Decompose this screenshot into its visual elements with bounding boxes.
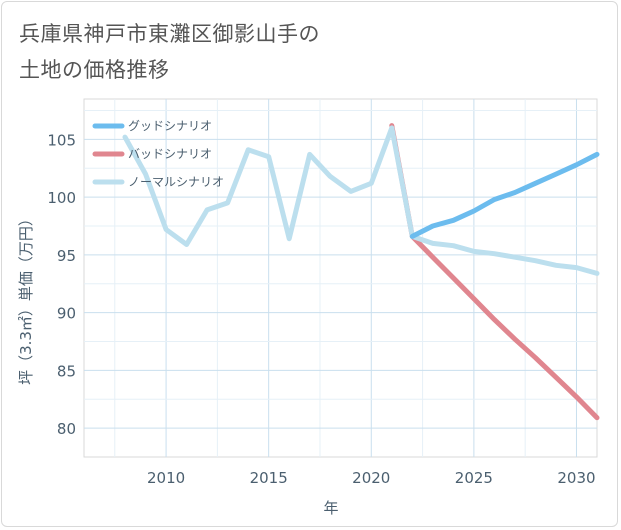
- legend-label-2: ノーマルシナリオ: [128, 175, 224, 189]
- y-axis-title: 坪（3.3㎡）単価（万円）: [17, 211, 35, 385]
- x-axis-title: 年: [323, 499, 338, 517]
- axis-ticks: 2010 2015 2020 2025 2030 80 85 90 95 100 105: [47, 131, 595, 487]
- chart-title-line-2: 土地の価格推移: [19, 58, 170, 82]
- series-line-2: [122, 125, 600, 276]
- plot-area: [83, 98, 598, 458]
- x-tick-label: 2030: [557, 469, 595, 487]
- chart-title-line-1: 兵庫県神戸市東灘区御影山手の: [19, 22, 320, 46]
- series-line-1: [389, 123, 600, 421]
- y-tick-label: 90: [57, 305, 76, 323]
- y-tick-label: 105: [47, 131, 76, 149]
- y-tick-label: 95: [57, 247, 76, 265]
- x-tick-label: 2015: [250, 469, 288, 487]
- y-tick-label: 100: [47, 189, 76, 207]
- grid: [84, 99, 597, 457]
- legend-label-1: バッドシナリオ: [128, 147, 212, 161]
- y-tick-label: 85: [57, 362, 76, 380]
- chart-title: 兵庫県神戸市東灘区御影山手の 土地の価格推移: [19, 16, 320, 88]
- x-tick-label: 2010: [147, 469, 185, 487]
- series-layer: [122, 123, 600, 421]
- series-line-0: [409, 151, 600, 239]
- legend-label-0: グッドシナリオ: [128, 119, 212, 133]
- x-tick-label: 2020: [352, 469, 390, 487]
- y-tick-label: 80: [57, 420, 76, 438]
- x-tick-label: 2025: [455, 469, 493, 487]
